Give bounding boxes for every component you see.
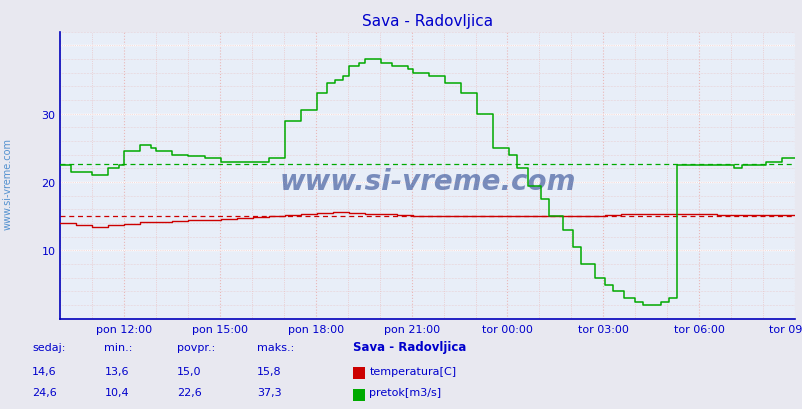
- Text: Sava - Radovljica: Sava - Radovljica: [353, 340, 466, 353]
- Text: 13,6: 13,6: [104, 366, 129, 376]
- Text: 15,0: 15,0: [176, 366, 201, 376]
- Text: min.:: min.:: [104, 342, 132, 352]
- Text: maks.:: maks.:: [257, 342, 294, 352]
- Text: pretok[m3/s]: pretok[m3/s]: [369, 387, 441, 398]
- Text: temperatura[C]: temperatura[C]: [369, 366, 456, 376]
- Text: www.si-vreme.com: www.si-vreme.com: [279, 168, 575, 196]
- Text: 10,4: 10,4: [104, 387, 129, 398]
- Title: Sava - Radovljica: Sava - Radovljica: [362, 14, 492, 29]
- Text: www.si-vreme.com: www.si-vreme.com: [3, 138, 13, 230]
- Text: sedaj:: sedaj:: [32, 342, 66, 352]
- Text: 15,8: 15,8: [257, 366, 282, 376]
- Text: povpr.:: povpr.:: [176, 342, 215, 352]
- Text: 24,6: 24,6: [32, 387, 57, 398]
- Text: 14,6: 14,6: [32, 366, 57, 376]
- Text: 37,3: 37,3: [257, 387, 282, 398]
- Text: 22,6: 22,6: [176, 387, 201, 398]
